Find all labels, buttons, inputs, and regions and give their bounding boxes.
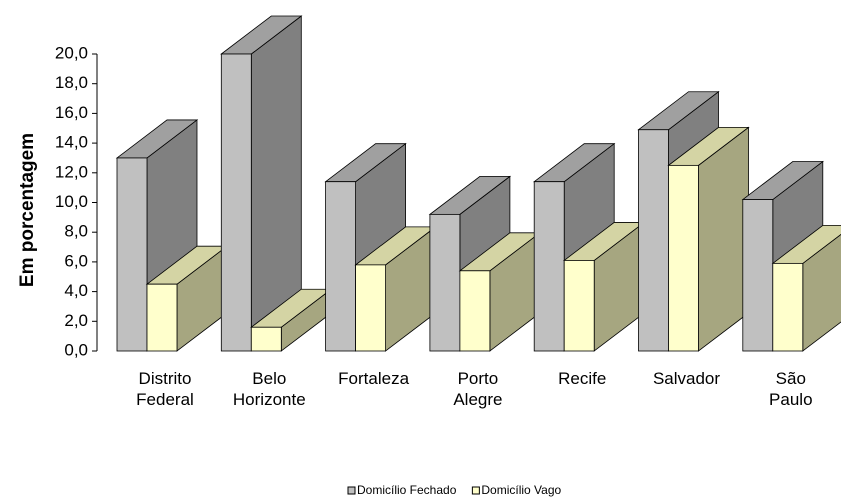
y-tick-label: 12,0 bbox=[55, 162, 88, 181]
y-tick-label: 0,0 bbox=[64, 340, 88, 359]
y-tick-label: 2,0 bbox=[64, 311, 88, 330]
bar-front bbox=[355, 264, 387, 352]
bar-front bbox=[459, 270, 491, 352]
bar-front bbox=[325, 181, 357, 352]
bar-front bbox=[220, 53, 252, 352]
y-tick-label: 10,0 bbox=[55, 192, 88, 211]
x-tick-label: Porto Alegre bbox=[453, 369, 502, 409]
bar-front bbox=[533, 181, 565, 352]
bar-front bbox=[668, 164, 699, 352]
x-tick-label: São Paulo bbox=[769, 369, 812, 409]
bar-front bbox=[638, 129, 669, 352]
bar-front bbox=[742, 199, 774, 352]
legend-swatch bbox=[347, 486, 356, 495]
x-tick-label: Recife bbox=[558, 369, 606, 388]
y-tick-label: 14,0 bbox=[55, 133, 88, 152]
x-tick-label: Belo Horizonte bbox=[233, 369, 306, 409]
legend-label: Domicílio Vago bbox=[481, 483, 561, 497]
bar-front bbox=[429, 213, 461, 352]
y-tick-label: 4,0 bbox=[64, 281, 88, 300]
bar-front bbox=[563, 260, 595, 352]
x-tick-label: Fortaleza bbox=[338, 369, 409, 388]
legend-label: Domicílio Fechado bbox=[357, 483, 457, 497]
bar-front bbox=[116, 157, 148, 352]
bar-front bbox=[146, 283, 178, 352]
y-tick-label: 6,0 bbox=[64, 251, 88, 270]
legend-swatch bbox=[471, 486, 480, 495]
y-tick-label: 16,0 bbox=[55, 103, 88, 122]
y-tick-label: 8,0 bbox=[64, 222, 88, 241]
y-axis-title: Em porcentagem bbox=[17, 133, 38, 287]
x-tick-label: Salvador bbox=[653, 369, 720, 388]
y-tick-label: 20,0 bbox=[55, 43, 88, 62]
bar-side bbox=[698, 126, 749, 352]
x-tick-label: Distrito Federal bbox=[136, 369, 194, 409]
bar-front bbox=[250, 326, 282, 352]
bar-front bbox=[772, 262, 804, 352]
y-tick-label: 18,0 bbox=[55, 73, 88, 92]
